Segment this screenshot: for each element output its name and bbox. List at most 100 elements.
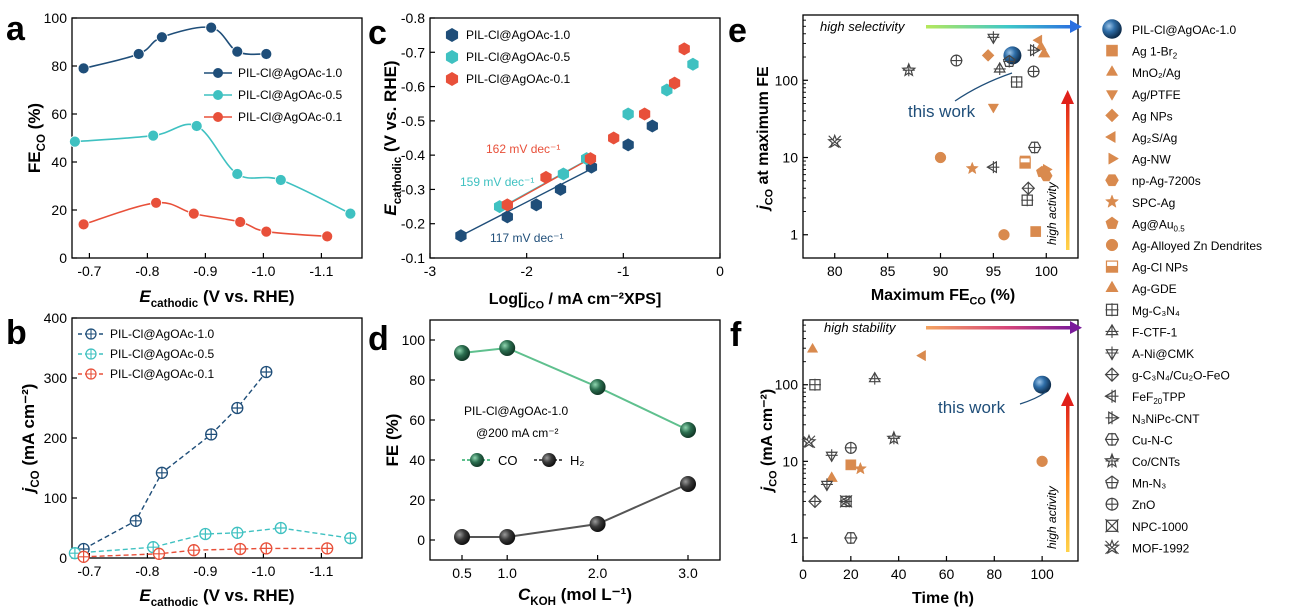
- data-point: [844, 441, 857, 454]
- legend-marker: [445, 72, 459, 86]
- legend-marker: [85, 328, 97, 340]
- panel-d-ylabel: FE (%): [383, 414, 402, 467]
- legend-label-name: np-Ag-7200s: [1132, 174, 1201, 188]
- panel-a-ylabel-rest: (%): [25, 103, 44, 134]
- legend-label-name: PIL-Cl@AgOAc-1.0: [1132, 23, 1237, 37]
- data-point: [868, 371, 881, 385]
- panel-label: a: [6, 10, 26, 48]
- legend-label: H₂: [570, 453, 584, 468]
- data-point: [981, 49, 995, 62]
- legend-label: CO: [498, 453, 518, 468]
- legend-label: PIL-Cl@AgOAc-0.1: [238, 110, 343, 124]
- legend-marker: [1105, 108, 1119, 123]
- data-point: [1038, 46, 1051, 58]
- data-point: [1036, 455, 1048, 467]
- legend-marker: [1105, 238, 1119, 252]
- legend-marker: [1105, 411, 1120, 425]
- x-tick-label: -1.1: [309, 563, 333, 579]
- legend-label-name: F-CTF-1: [1132, 325, 1178, 339]
- y-tick-label: 0: [417, 532, 425, 548]
- this-work-label: this work: [938, 398, 1006, 417]
- legend-marker: [85, 348, 97, 360]
- x-tick-label: 80: [827, 263, 843, 279]
- y-tick-label: 100: [775, 377, 799, 393]
- legend-marker: [1105, 475, 1119, 490]
- panel-b-ylabel-rest: (mA cm⁻²): [19, 384, 38, 471]
- legend-marker: [445, 28, 459, 42]
- panel-e-ylabel-sub: CO: [763, 189, 775, 205]
- x-tick-label: -1.0: [251, 563, 275, 579]
- y-tick-label: 300: [44, 370, 68, 386]
- data-point: [129, 514, 142, 527]
- panel-e-xlabel-sub: CO: [970, 295, 986, 307]
- legend-label: PIL-Cl@AgOAc-0.5: [238, 88, 343, 102]
- data-point: [1033, 375, 1052, 394]
- data-point: [77, 218, 90, 231]
- x-tick-label: 60: [939, 566, 955, 582]
- legend-label-name: N₃NiPc-CNT: [1132, 412, 1200, 426]
- series-line: [83, 201, 328, 238]
- panel-f-ylabel: jCO (mA cm⁻²): [759, 389, 779, 493]
- data-point: [680, 422, 696, 438]
- x-tick-label: 20: [843, 566, 859, 582]
- activity-arrow-head: [1061, 392, 1074, 406]
- data-point: [646, 119, 658, 133]
- series-line: [83, 547, 328, 558]
- data-point: [827, 133, 843, 149]
- data-point: [454, 345, 470, 361]
- panel-a-xlabel: Ecathodic (V vs. RHE): [139, 287, 294, 310]
- y-tick-label: 100: [402, 332, 426, 348]
- y-tick-label: 0: [59, 550, 67, 566]
- legend-marker: [1104, 389, 1119, 403]
- y-tick-label: 40: [51, 154, 67, 170]
- legend-label: Co/CNTs: [1132, 455, 1180, 469]
- y-tick-label: 1: [790, 227, 798, 243]
- data-point: [608, 131, 620, 145]
- legend-label: PIL-Cl@AgOAc-0.1: [110, 367, 215, 381]
- data-point: [234, 216, 247, 228]
- panel-label: e: [728, 12, 747, 50]
- series-line: [83, 371, 267, 550]
- data-point: [806, 342, 819, 353]
- panel-a-ylabel: FECO (%): [25, 103, 48, 173]
- data-point: [839, 495, 853, 508]
- data-point: [231, 526, 244, 539]
- panel-e-ylabel: jCO at maximum FE: [755, 66, 775, 212]
- panel-c-ylabel-sub: cathodic: [392, 156, 404, 204]
- legend-label: FeF20TPP: [1132, 390, 1186, 406]
- panel-a-ylabel-sub: CO: [36, 134, 48, 151]
- panel-a-xlabel-sub: cathodic: [151, 298, 199, 310]
- data-point: [150, 196, 163, 209]
- y-tick-label: 200: [44, 430, 68, 446]
- legend-label: PIL-Cl@AgOAc-1.0: [110, 327, 215, 341]
- legend-label: PIL-Cl@AgOAc-0.1: [466, 72, 571, 86]
- data-point: [187, 207, 200, 220]
- x-tick-label: -0.8: [135, 563, 159, 579]
- data-point: [950, 54, 963, 67]
- legend-label-name: Ag/PTFE: [1132, 88, 1181, 102]
- data-point: [668, 76, 681, 90]
- stability-arrow-head: [1070, 321, 1082, 334]
- data-point: [1010, 75, 1023, 88]
- selectivity-label: high selectivity: [820, 19, 906, 34]
- data-point: [808, 378, 821, 391]
- legend-marker: [213, 90, 223, 100]
- data-point: [77, 62, 90, 75]
- data-point: [687, 57, 699, 71]
- selectivity-arrow-head: [1070, 20, 1082, 33]
- x-tick-label: -0.9: [193, 263, 217, 279]
- y-tick-label: 10: [782, 453, 798, 469]
- x-tick-label: 85: [880, 263, 896, 279]
- fit-slope-label: 117 mV dec⁻¹: [490, 231, 563, 245]
- activity-label: high activity: [1045, 485, 1059, 549]
- legend-label-name: Ag-NW: [1132, 153, 1171, 167]
- data-point: [1027, 43, 1041, 57]
- legend-marker: [1108, 152, 1119, 165]
- legend-label: Ag NPs: [1132, 109, 1173, 123]
- data-point: [1002, 54, 1016, 68]
- data-point: [187, 544, 200, 557]
- panel-label: c: [368, 14, 387, 52]
- activity-arrow: [1066, 100, 1070, 250]
- legend-label-name: MOF-1992: [1132, 541, 1190, 555]
- data-point: [844, 531, 858, 544]
